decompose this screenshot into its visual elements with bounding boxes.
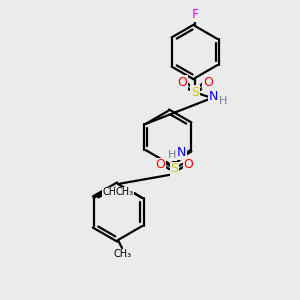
Text: O: O <box>177 76 187 88</box>
Text: CH₃: CH₃ <box>114 249 132 259</box>
Text: N: N <box>177 146 186 160</box>
Text: CH₃: CH₃ <box>115 187 133 197</box>
Text: H: H <box>168 150 177 160</box>
Text: H: H <box>219 96 227 106</box>
Text: CH₃: CH₃ <box>103 187 121 197</box>
Text: O: O <box>184 158 194 172</box>
Text: S: S <box>191 85 199 98</box>
Text: O: O <box>203 76 213 88</box>
Text: S: S <box>170 163 178 176</box>
Text: N: N <box>208 91 218 103</box>
Text: O: O <box>156 158 166 172</box>
Text: F: F <box>191 8 199 22</box>
